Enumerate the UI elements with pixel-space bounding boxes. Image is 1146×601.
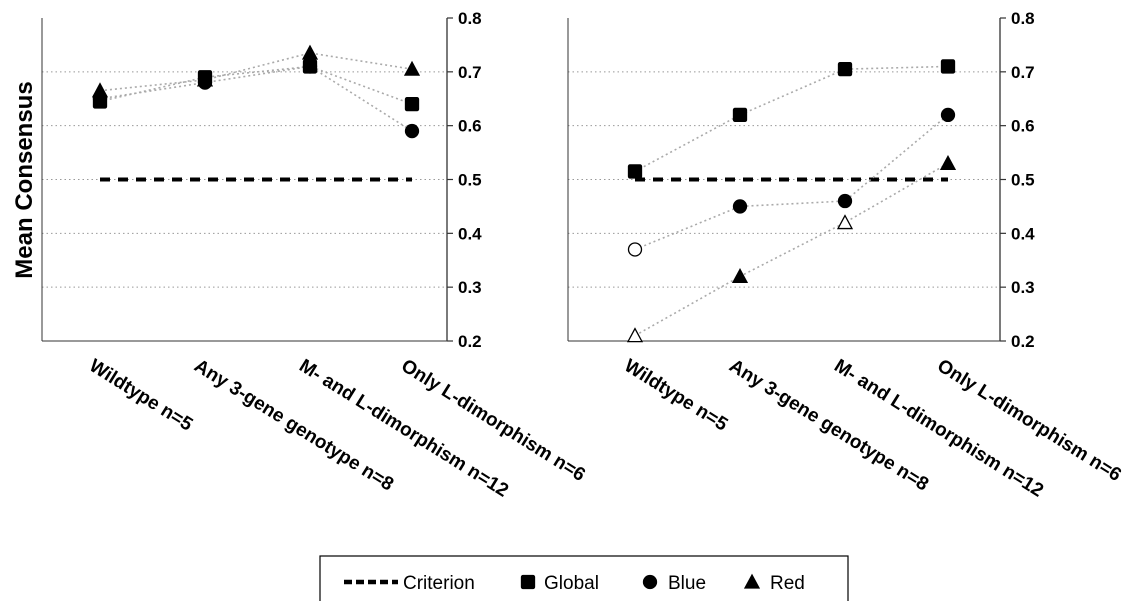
data-point-blue [732,199,748,214]
y-tick-label: 0.6 [1011,117,1035,136]
data-point-red [403,60,421,76]
y-tick-label: 0.3 [458,278,482,297]
y-tick-label: 0.4 [458,224,482,243]
data-point-global [940,59,956,74]
data-point-red [196,71,214,87]
x-category-label: Wildtype n=5 [85,355,196,435]
data-point-red [731,268,749,284]
legend-global-marker [520,574,536,590]
data-point-blue [940,107,956,123]
series-line-global [99,65,413,105]
y-tick-label: 0.2 [1011,332,1035,351]
data-point-blue [302,59,318,74]
y-tick-label: 0.8 [458,9,482,28]
legend-label: Blue [668,573,706,594]
y-tick-label: 0.5 [458,171,482,190]
data-point-red [91,82,109,98]
legend-label: Criterion [403,573,475,594]
legend-blue-marker [642,574,658,590]
x-category-label: Wildtype n=5 [620,355,731,435]
data-point-blue [837,193,853,209]
series-line-red [99,52,413,92]
data-point-global [404,96,420,112]
data-point-red [836,214,854,230]
legend-box [319,555,849,601]
series-line-blue [99,65,413,132]
data-point-global [732,107,748,123]
y-tick-label: 0.4 [1011,224,1035,243]
legend-red-marker [743,573,761,589]
y-tick-label: 0.7 [458,63,482,82]
legend: Criterion Global Blue Red [319,555,849,601]
series-line-red [634,162,949,337]
y-tick-label: 0.6 [458,117,482,136]
y-tick-label: 0.7 [1011,63,1035,82]
data-point-blue [404,123,420,139]
data-point-red [939,154,957,171]
y-tick-label: 0.8 [1011,9,1035,28]
data-point-red [301,44,319,60]
y-tick-label: 0.2 [458,332,482,351]
series-line-global [634,65,949,173]
x-category-label: Any 3-gene genotype n=8 [190,355,397,495]
legend-label: Global [544,573,599,594]
data-point-global [837,61,853,77]
data-point-global [627,164,643,179]
legend-label: Red [770,573,805,594]
y-tick-label: 0.5 [1011,171,1035,190]
series-line-blue [634,114,949,251]
x-category-label: Only L-dimorphism n=6 [397,355,589,486]
y-tick-label: 0.3 [1011,278,1035,297]
x-category-label: Only L-dimorphism n=6 [933,355,1125,486]
data-point-red [626,327,644,343]
x-category-label: Any 3-gene genotype n=8 [725,355,932,495]
data-point-blue [627,242,643,257]
x-category-label: M- and L-dimorphism n=12 [295,355,512,501]
x-category-label: M- and L-dimorphism n=12 [830,355,1047,501]
y-axis-label: Mean Consensus [11,81,38,278]
